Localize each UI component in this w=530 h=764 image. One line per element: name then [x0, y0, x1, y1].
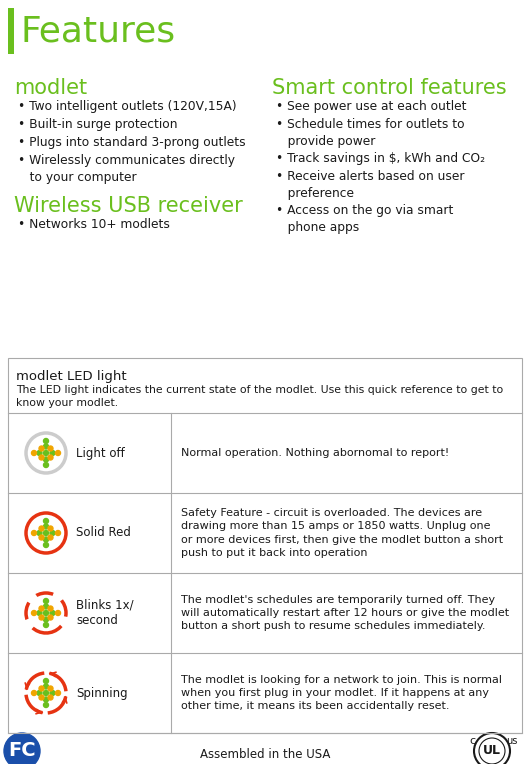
Circle shape: [48, 446, 53, 451]
Text: • Plugs into standard 3-prong outlets: • Plugs into standard 3-prong outlets: [18, 136, 245, 149]
Text: Normal operation. Nothing abornomal to report!: Normal operation. Nothing abornomal to r…: [181, 448, 449, 458]
Text: • See power use at each outlet: • See power use at each outlet: [276, 100, 466, 113]
Circle shape: [56, 451, 60, 455]
Circle shape: [37, 451, 42, 455]
Circle shape: [43, 691, 49, 695]
Text: • Receive alerts based on user
   preference: • Receive alerts based on user preferenc…: [276, 170, 464, 199]
Circle shape: [39, 526, 44, 531]
Circle shape: [43, 623, 49, 627]
Circle shape: [43, 519, 49, 523]
Circle shape: [37, 610, 42, 616]
Text: FC: FC: [8, 742, 36, 760]
Circle shape: [43, 530, 49, 536]
Circle shape: [48, 695, 53, 700]
Circle shape: [43, 617, 49, 622]
Text: The modlet is looking for a network to join. This is normal
when you first plug : The modlet is looking for a network to j…: [181, 675, 502, 711]
Text: us: us: [506, 736, 518, 746]
Text: • Two intelligent outlets (120V,15A): • Two intelligent outlets (120V,15A): [18, 100, 236, 113]
Circle shape: [43, 610, 49, 616]
Circle shape: [39, 606, 44, 611]
Circle shape: [31, 691, 37, 695]
Text: The modlet's schedules are temporarily turned off. They
will automatically resta: The modlet's schedules are temporarily t…: [181, 595, 509, 631]
Circle shape: [50, 691, 55, 695]
Text: Features: Features: [20, 15, 175, 49]
Text: UL: UL: [483, 744, 501, 757]
Text: Light off: Light off: [76, 446, 125, 459]
Circle shape: [43, 604, 49, 609]
Circle shape: [4, 733, 40, 764]
Text: The LED light indicates the current state of the modlet. Use this quick referenc: The LED light indicates the current stat…: [16, 385, 503, 408]
Circle shape: [43, 542, 49, 548]
Circle shape: [48, 686, 53, 691]
Circle shape: [39, 615, 44, 620]
Circle shape: [43, 457, 49, 462]
Circle shape: [43, 678, 49, 684]
Circle shape: [37, 530, 42, 536]
Circle shape: [31, 451, 37, 455]
Circle shape: [56, 610, 60, 616]
Text: Smart control features: Smart control features: [272, 78, 507, 98]
Circle shape: [39, 686, 44, 691]
Circle shape: [43, 444, 49, 449]
Circle shape: [48, 606, 53, 611]
Text: • Track savings in $, kWh and CO₂: • Track savings in $, kWh and CO₂: [276, 152, 485, 165]
Circle shape: [50, 610, 55, 616]
Circle shape: [48, 535, 53, 540]
Text: • Networks 10+ modlets: • Networks 10+ modlets: [18, 218, 170, 231]
Text: Blinks 1x/
second: Blinks 1x/ second: [76, 598, 134, 627]
Text: • Access on the go via smart
   phone apps: • Access on the go via smart phone apps: [276, 204, 453, 234]
Bar: [8, 358, 522, 733]
Circle shape: [48, 615, 53, 620]
Circle shape: [43, 697, 49, 702]
Text: Safety Feature - circuit is overloaded. The devices are
drawing more than 15 amp: Safety Feature - circuit is overloaded. …: [181, 508, 503, 558]
Circle shape: [48, 526, 53, 531]
Text: • Schedule times for outlets to
   provide power: • Schedule times for outlets to provide …: [276, 118, 465, 147]
Circle shape: [37, 691, 42, 695]
Circle shape: [39, 455, 44, 460]
Circle shape: [43, 537, 49, 542]
Circle shape: [50, 451, 55, 455]
Circle shape: [56, 530, 60, 536]
Circle shape: [31, 530, 37, 536]
Circle shape: [43, 439, 49, 443]
Text: Spinning: Spinning: [76, 687, 128, 700]
Circle shape: [39, 535, 44, 540]
Circle shape: [43, 524, 49, 529]
Circle shape: [43, 598, 49, 604]
Circle shape: [43, 684, 49, 689]
Circle shape: [39, 446, 44, 451]
Text: Solid Red: Solid Red: [76, 526, 131, 539]
Circle shape: [48, 455, 53, 460]
Text: modlet: modlet: [14, 78, 87, 98]
Text: • Wirelessly communicates directly
   to your computer: • Wirelessly communicates directly to yo…: [18, 154, 235, 183]
Text: Assembled in the USA: Assembled in the USA: [200, 748, 330, 761]
Circle shape: [50, 530, 55, 536]
Bar: [8, 8, 14, 54]
Circle shape: [43, 703, 49, 707]
Text: • Built-in surge protection: • Built-in surge protection: [18, 118, 178, 131]
Text: Wireless USB receiver: Wireless USB receiver: [14, 196, 243, 216]
Text: modlet LED light: modlet LED light: [16, 370, 127, 383]
Circle shape: [56, 691, 60, 695]
Circle shape: [43, 462, 49, 468]
Text: c: c: [469, 736, 475, 746]
Circle shape: [39, 695, 44, 700]
Circle shape: [43, 451, 49, 455]
Circle shape: [31, 610, 37, 616]
